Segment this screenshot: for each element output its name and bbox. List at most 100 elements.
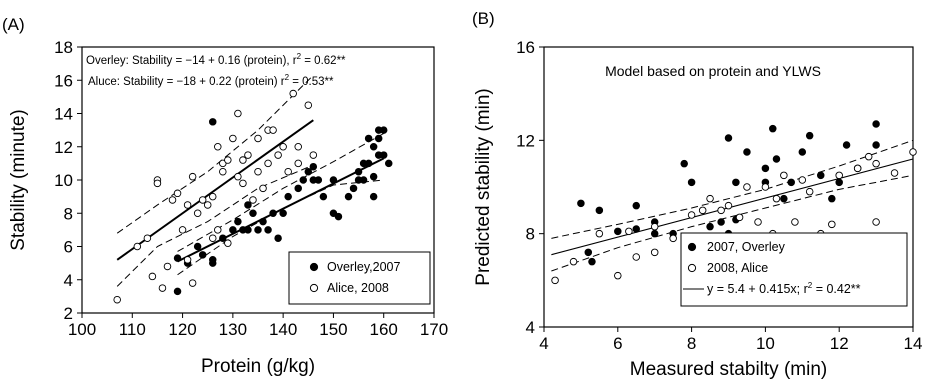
y-tick-label: 8 <box>64 204 73 223</box>
point-open <box>249 196 257 204</box>
y-tick-label: 12 <box>54 138 73 157</box>
y-tick-label: 16 <box>54 71 73 90</box>
point-open <box>203 201 212 209</box>
point-open <box>791 218 799 226</box>
point-open <box>289 89 297 98</box>
point-filled <box>249 209 257 217</box>
point-filled <box>309 162 318 171</box>
point-open <box>650 248 659 257</box>
point-open <box>743 183 751 191</box>
point-open <box>188 279 197 287</box>
point-open <box>872 218 880 226</box>
point-open <box>828 220 836 229</box>
point-open <box>625 227 633 236</box>
point-filled <box>584 248 593 257</box>
point-open <box>234 109 242 118</box>
point-filled <box>680 159 688 168</box>
ci-upper-line <box>551 139 914 239</box>
point-open <box>669 234 677 243</box>
point-filled <box>717 218 725 226</box>
point-open <box>304 101 313 109</box>
point-open <box>234 172 242 181</box>
x-tick-label: 170 <box>420 320 448 339</box>
point-filled <box>872 120 880 128</box>
point-filled <box>772 155 781 163</box>
point-filled <box>614 227 622 236</box>
point-open <box>143 234 152 242</box>
point-filled <box>743 148 751 156</box>
point-filled <box>769 124 777 133</box>
regression-line <box>177 157 385 263</box>
point-open <box>188 172 197 181</box>
point-open <box>193 209 202 217</box>
point-filled <box>198 251 207 259</box>
point-filled <box>632 225 641 233</box>
point-filled <box>650 229 659 238</box>
x-tick-label: 120 <box>168 320 196 339</box>
legend-box-b <box>680 232 908 307</box>
y-axis-b: 4 8 12 16 <box>516 38 544 337</box>
point-open <box>717 206 725 215</box>
point-open <box>264 159 272 168</box>
point-filled <box>384 159 393 168</box>
point-open <box>113 295 121 304</box>
ci-upper-line <box>177 133 384 252</box>
point-open <box>805 187 814 196</box>
panel-label-b: (B) <box>472 9 495 28</box>
y-axis-label-a: Stability (minute) <box>8 109 29 251</box>
point-filled <box>319 192 328 201</box>
legend-b: 2007, Overley 2008, Alice y = 5.4 + 0.41… <box>680 232 908 307</box>
point-open <box>214 226 222 234</box>
point-filled <box>359 176 368 184</box>
fit-lines-a <box>116 119 385 263</box>
point-open <box>274 151 282 159</box>
point-open <box>158 284 167 292</box>
point-filled <box>369 192 378 201</box>
point-filled <box>279 209 287 217</box>
y-tick-label: 2 <box>64 304 73 323</box>
confidence-bands-b <box>551 139 914 272</box>
point-filled <box>349 184 358 193</box>
point-open <box>735 213 744 222</box>
x-tick-label: 160 <box>370 320 398 339</box>
legend-a: Overley,2007 Alice, 2008 <box>288 251 431 305</box>
x-tick-label: 140 <box>269 320 297 339</box>
point-open <box>780 171 788 180</box>
point-filled <box>798 148 807 156</box>
point-open <box>254 134 262 143</box>
point-open <box>569 257 578 266</box>
point-filled <box>379 126 388 134</box>
point-filled <box>761 164 770 173</box>
y-tick-label: 14 <box>54 105 73 124</box>
point-filled <box>173 287 182 296</box>
point-filled <box>577 199 585 208</box>
annotation-alice: Aluce: Stability = −18 + 0.22 (protein) … <box>88 73 334 88</box>
point-open <box>183 256 192 264</box>
point-open <box>219 167 227 176</box>
x-axis-label-b: Measured stabilty (min) <box>630 359 827 380</box>
y-tick-label: 18 <box>54 38 73 57</box>
point-filled <box>234 217 242 226</box>
y-tick-label: 16 <box>516 38 535 57</box>
point-filled <box>284 192 292 201</box>
point-filled <box>259 217 267 226</box>
x-tick-label: 130 <box>219 320 247 339</box>
x-tick-label: 6 <box>613 334 622 353</box>
y-tick-label: 12 <box>516 131 535 150</box>
point-filled <box>304 167 313 176</box>
point-open <box>650 222 659 231</box>
y-tick-label: 10 <box>54 171 73 190</box>
x-tick-label: 150 <box>319 320 347 339</box>
point-filled <box>329 176 338 184</box>
y-tick-label: 8 <box>526 225 535 244</box>
point-open <box>239 179 247 188</box>
x-tick-label: 100 <box>68 320 96 339</box>
point-filled <box>835 178 843 187</box>
x-tick-label: 4 <box>539 334 548 353</box>
point-filled <box>724 134 733 142</box>
legend-marker-alice <box>309 283 319 293</box>
point-open <box>890 169 899 177</box>
legend-box-a <box>288 251 431 305</box>
x-tick-label: 110 <box>119 320 146 339</box>
point-filled <box>208 118 217 126</box>
